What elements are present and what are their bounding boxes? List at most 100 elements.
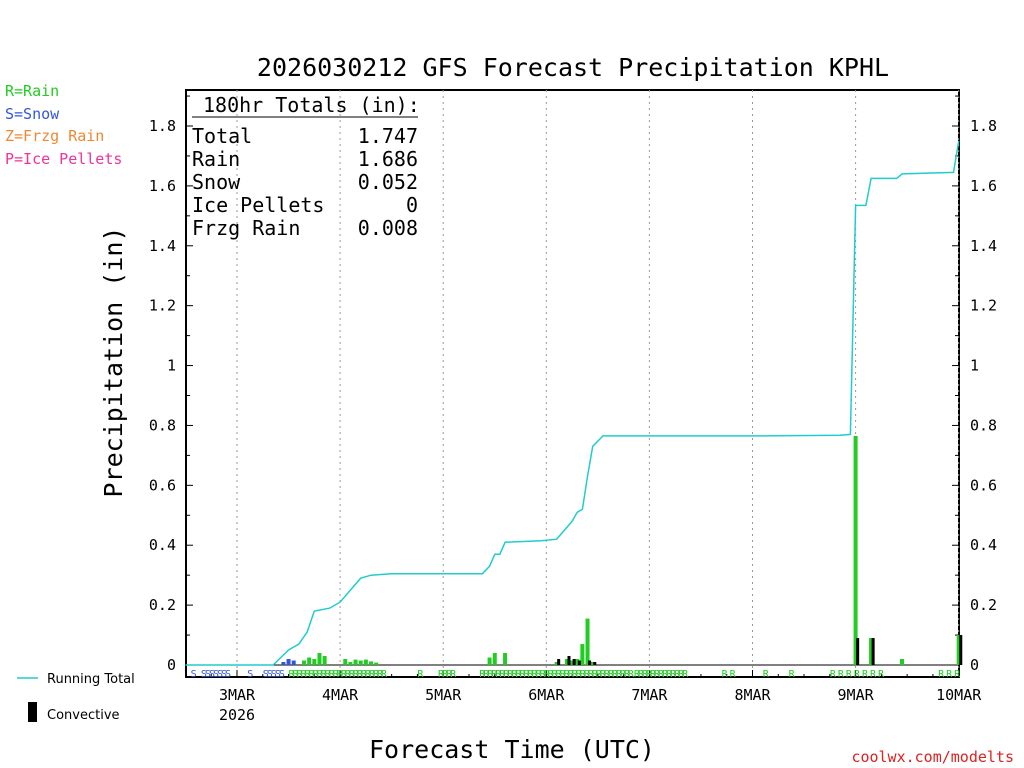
watermark: coolwx.com/modelts: [851, 748, 1014, 766]
rain-bar: [590, 662, 595, 665]
convective-bar: [567, 656, 571, 665]
rain-bar: [348, 662, 353, 665]
ptype-marker: RRRR: [438, 669, 457, 680]
ptype-markers: S SSSSSSS S SSSSS RRRRRRRRRRRRRRRRRRRRRRRR R R…: [191, 669, 964, 680]
totals-header: 180hr Totals (in):: [203, 93, 420, 117]
running-total-line: [185, 140, 960, 666]
ptype-marker: S: [191, 669, 197, 680]
y-tick-label-right: 1.4: [970, 237, 997, 255]
precip-bars: [281, 435, 963, 665]
legend-rain: R=Rain: [5, 82, 59, 100]
totals-label-ice-pellets: Ice Pellets: [192, 193, 324, 217]
ptype-marker: R R: [722, 669, 737, 680]
totals-label-frzg-rain: Frzg Rain: [192, 216, 300, 240]
rain-bar: [554, 662, 559, 665]
y-tick-label-left: 1.8: [149, 117, 176, 135]
convective-bar: [593, 662, 597, 665]
rain-bar: [580, 644, 585, 665]
y-axis-title: Precipitation (in): [99, 227, 128, 498]
rain-bar: [307, 657, 312, 665]
legend-snow: S=Snow: [5, 105, 60, 123]
x-tick-label: 8MAR: [734, 686, 771, 704]
rain-bar: [343, 659, 348, 665]
x-axis-title: Forecast Time (UTC): [369, 735, 655, 764]
y-tick-label-left: 0.4: [149, 536, 176, 554]
bottom-legend: Running Total Convective: [17, 672, 135, 723]
y-tick-label-left: 0.6: [149, 476, 176, 494]
ptype-marker: S: [247, 669, 253, 680]
snow-bar: [281, 662, 286, 665]
totals-label-snow: Snow: [192, 170, 241, 194]
totals-value-rain: 1.686: [358, 147, 418, 171]
ptype-marker: RRRRRRRRRRRRR: [634, 669, 689, 680]
ptype-marker: SSSSSSS: [201, 669, 231, 680]
convective-bar: [959, 635, 963, 665]
rain-bar: [312, 659, 317, 665]
rain-bar: [585, 618, 590, 665]
y-tick-label-right: 0.4: [970, 536, 997, 554]
x-tick-label: 4MAR: [322, 686, 359, 704]
rain-bar: [317, 653, 322, 665]
x-tick-label: 3MAR: [219, 686, 256, 704]
y-tick-label-left: 1: [167, 357, 176, 375]
x-tick-label: 6MAR: [528, 686, 565, 704]
totals-value-frzg-rain: 0.008: [358, 216, 418, 240]
y-axis: 0 0 0.2 0.2 0.4 0.4 0.6 0.6 0.8 0.8 1 1 1.2 1.2 1.4 1.4…: [149, 95, 997, 674]
y-tick-label-right: 1.2: [970, 297, 997, 315]
rain-bar: [869, 638, 874, 665]
totals-box: 180hr Totals (in): Total 1.747 Rain 1.68…: [192, 93, 420, 240]
y-tick-label-right: 1.8: [970, 117, 997, 135]
snow-bar: [291, 660, 296, 665]
rain-bar: [956, 635, 961, 665]
totals-value-snow: 0.052: [358, 170, 418, 194]
snow-bar: [286, 659, 291, 665]
y-tick-label-left: 1.6: [149, 177, 176, 195]
convective-bar: [871, 638, 875, 665]
rain-bar: [570, 660, 575, 665]
y-tick-label-left: 1.4: [149, 237, 176, 255]
y-tick-label-left: 1.2: [149, 297, 176, 315]
convective-bar: [557, 659, 561, 665]
convective-swatch: [28, 702, 37, 722]
legend-frzg-rain: Z=Frzg Rain: [5, 127, 104, 145]
rain-bar: [322, 656, 327, 665]
y-tick-label-left: 0.8: [149, 416, 176, 434]
running-total-legend-label: Running Total: [47, 672, 135, 687]
convective-bar: [572, 659, 576, 665]
legend-ice-pellets: P=Ice Pellets: [5, 150, 122, 168]
x-tick-label: 5MAR: [425, 686, 462, 704]
totals-value-total: 1.747: [358, 124, 418, 148]
ptype-marker: SSSSS: [263, 669, 285, 680]
x-tick-sublabel: 2026: [219, 706, 255, 724]
x-tick-label: 9MAR: [838, 686, 875, 704]
rain-bar: [564, 659, 569, 665]
rain-bar: [487, 657, 492, 665]
totals-value-ice-pellets: 0: [406, 193, 418, 217]
rain-bar: [302, 660, 307, 665]
rain-bar: [358, 660, 363, 665]
rain-bar: [374, 662, 379, 665]
y-tick-label-right: 0: [970, 656, 979, 674]
y-tick-label-right: 1: [970, 357, 979, 375]
totals-label-total: Total: [192, 124, 252, 148]
totals-label-rain: Rain: [192, 147, 240, 171]
y-tick-label-left: 0: [167, 656, 176, 674]
rain-bar: [899, 659, 904, 665]
x-axis: 3MAR 2026 4MAR 5MAR 6MAR 7MAR 8MAR 9MAR 10MAR: [210, 670, 982, 724]
rain-bar: [575, 659, 580, 665]
rain-bar: [353, 659, 358, 665]
y-tick-label-right: 0.2: [970, 596, 997, 614]
ptype-marker: RRRRRRRRRRRRRRRRRRRRRRRR: [289, 669, 388, 680]
y-tick-label-left: 0.2: [149, 596, 176, 614]
ptype-marker: R R R R R R R: [830, 669, 885, 680]
convective-bar: [856, 638, 860, 665]
rain-bar: [503, 653, 508, 665]
rain-bar: [853, 435, 858, 665]
convective-legend-label: Convective: [47, 708, 120, 723]
y-tick-label-right: 0.6: [970, 476, 997, 494]
rain-bar: [492, 653, 497, 665]
x-tick-label: 7MAR: [631, 686, 668, 704]
ptype-legend: R=Rain S=Snow Z=Frzg Rain P=Ice Pellets: [5, 82, 122, 168]
